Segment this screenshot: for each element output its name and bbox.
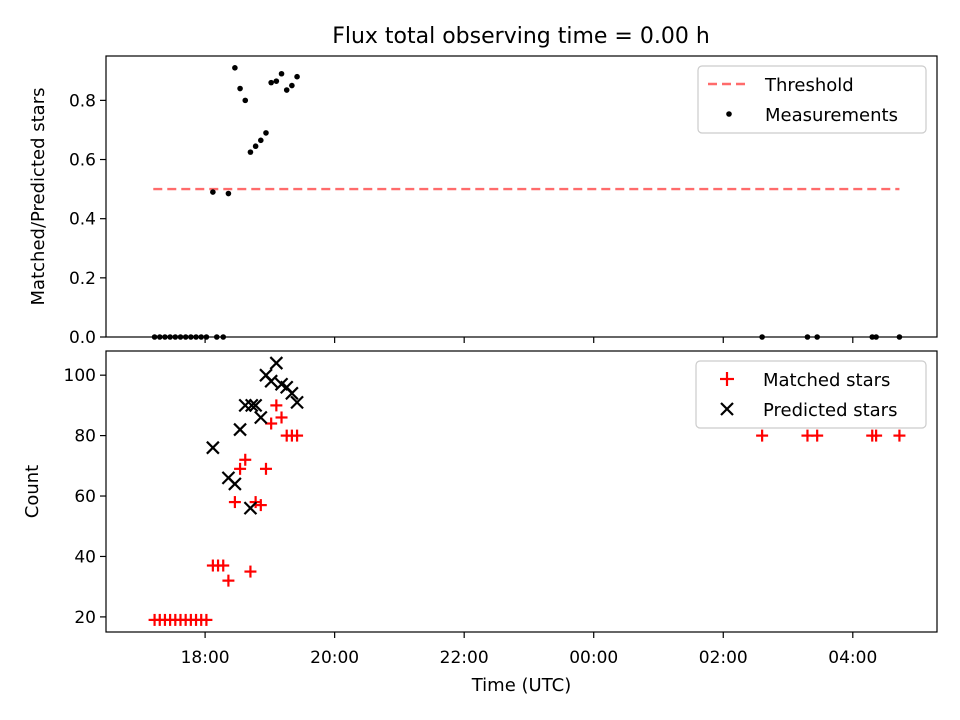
ratio-y-tick-label: 0.6 [69, 151, 96, 171]
x-axis-label: Time (UTC) [471, 675, 572, 696]
matched-star-point [870, 429, 883, 442]
ratio-legend-box [697, 65, 927, 134]
matched-star-point [200, 613, 213, 626]
predicted-star-point [243, 501, 258, 515]
legend-measurements-label: Measurements [765, 105, 898, 126]
measurement-point [232, 65, 238, 71]
predicted-star-point [290, 395, 304, 410]
count-axes-frame [105, 350, 938, 633]
measurement-point [268, 79, 274, 86]
count-y-tick-label: 40 [74, 547, 96, 567]
matched-star-point [234, 462, 247, 475]
x-tick-label: 20:00 [310, 648, 359, 668]
count-x-ticks: 18:00 20:00 22:00 00:00 02:00 04:00 [181, 632, 877, 668]
predicted-star-point [254, 410, 268, 425]
measurement-point [294, 73, 300, 80]
measurement-point [273, 78, 280, 84]
count-y-tick-label: 100 [64, 366, 96, 386]
matched-star-point [811, 429, 824, 442]
x-tick-label: 04:00 [828, 648, 877, 668]
measurement-point [252, 143, 259, 150]
predicted-star-point [206, 440, 220, 455]
measurement-point [258, 137, 264, 144]
legend-matched-swatch [720, 372, 734, 386]
predicted-star-point [269, 356, 284, 370]
ratio-y-tick-label: 0.2 [69, 269, 96, 289]
measurement-point [263, 130, 269, 136]
legend-measurements-swatch [726, 111, 732, 117]
measurement-point [278, 70, 285, 77]
count-legend: Matched stars Predicted stars [695, 360, 927, 429]
legend-predicted-label: Predicted stars [763, 400, 897, 421]
measurement-points [151, 65, 903, 340]
matched-star-point [239, 453, 252, 466]
matched-star-point [265, 417, 278, 430]
measurement-point [242, 97, 249, 104]
count-y-axis-label: Count [22, 465, 43, 518]
predicted-star-point [244, 398, 259, 413]
predicted-star-point [248, 398, 263, 413]
predicted-star-point [228, 477, 242, 491]
count-panel: 20 40 60 80 100 18:00 20:00 22:00 00:00 02:00 04:… [22, 350, 938, 696]
matched-star-point [222, 574, 235, 587]
matched-star-point [228, 496, 241, 509]
x-tick-label: 02:00 [699, 648, 748, 668]
measurement-point [210, 189, 216, 195]
matched-star-point [259, 462, 272, 475]
measurement-point [289, 82, 295, 89]
ratio-x-ticks [204, 337, 854, 343]
ratio-y-ticks: 0.0 0.2 0.4 0.6 0.8 [69, 91, 106, 348]
measurement-point [225, 190, 232, 197]
ratio-y-tick-label: 0.4 [69, 210, 96, 230]
ratio-y-tick-label: 0.0 [69, 328, 96, 348]
count-legend-box [695, 360, 927, 429]
x-tick-label: 00:00 [569, 648, 618, 668]
matched-star-point [291, 429, 304, 442]
matched-star-point [217, 559, 230, 572]
legend-predicted-swatch [720, 402, 734, 416]
legend-threshold-label: Threshold [764, 75, 854, 96]
predicted-star-point [264, 374, 278, 388]
matched-star-point [756, 429, 769, 442]
ratio-axes-frame [105, 55, 938, 338]
ratio-legend: Threshold Measurements [697, 65, 927, 134]
predicted-star-point [285, 386, 299, 401]
x-tick-label: 18:00 [181, 648, 230, 668]
predicted-star-point [238, 398, 253, 413]
chart-title: Flux total observing time = 0.00 h [332, 24, 710, 49]
matched-stars-points [148, 399, 906, 626]
count-y-tick-label: 20 [74, 608, 96, 628]
measurement-point [247, 149, 254, 155]
matched-star-point [270, 399, 283, 412]
matched-star-point [244, 565, 257, 578]
matched-star-point [254, 499, 267, 512]
predicted-star-point [233, 422, 247, 437]
predicted-stars-points [206, 356, 304, 515]
matched-star-point [275, 411, 288, 424]
ratio-panel: 0.00.20.40.60.8 Matched/Predicted stars … [28, 55, 938, 348]
count-y-ticks: 20 40 60 80 100 [64, 366, 106, 628]
legend-matched-label: Matched stars [763, 370, 890, 391]
ratio-y-tick-label: 0.8 [69, 91, 96, 111]
x-tick-label: 22:00 [440, 648, 489, 668]
measurement-point [283, 87, 290, 93]
count-y-tick-label: 60 [74, 487, 96, 507]
ratio-y-axis-label: Matched/Predicted stars [28, 88, 49, 306]
matched-star-point [893, 429, 906, 442]
measurement-point [237, 85, 243, 92]
count-y-tick-label: 80 [74, 427, 96, 447]
